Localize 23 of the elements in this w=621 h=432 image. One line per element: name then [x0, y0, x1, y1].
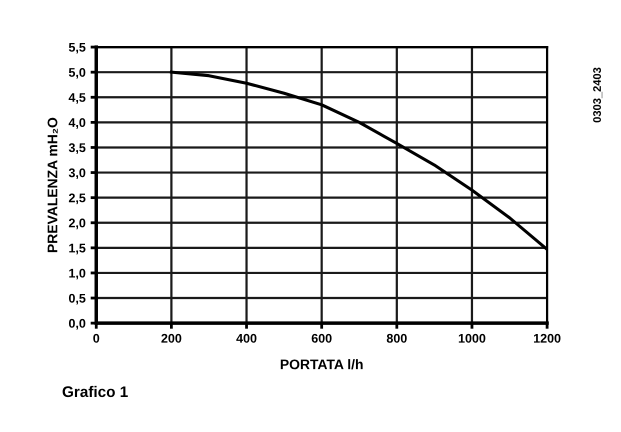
y-axis-title: PREVALENZA mH₂O — [48, 118, 58, 252]
x-tick-label: 600 — [312, 334, 332, 343]
y-tick-label: 0,5 — [68, 294, 86, 305]
y-tick-label: 1,5 — [69, 244, 86, 254]
x-tick-label: 400 — [236, 334, 256, 343]
text: 0303_2403 — [593, 68, 602, 122]
x-axis-title: PORTATA l/h — [280, 359, 363, 370]
x-tick-label: 0 — [93, 334, 100, 343]
text: Grafico 1 — [62, 386, 128, 398]
y-tick-label: 1,0 — [69, 268, 86, 280]
y-tick-label: 2,0 — [68, 218, 86, 230]
x-tick-label: 1000 — [458, 334, 486, 343]
y-tick-label: 2,5 — [68, 193, 86, 204]
y-tick-label: 0,0 — [68, 318, 86, 330]
y-tick-label: 3,0 — [68, 168, 86, 180]
y-tick-label: 4,0 — [68, 118, 86, 129]
y-tick-label: 5,5 — [68, 43, 86, 54]
y-tick-label: 4,5 — [68, 93, 86, 104]
y-tick-label: 3,5 — [68, 143, 86, 154]
x-tick-label: 200 — [161, 334, 182, 343]
x-tick-label: 1200 — [534, 334, 560, 343]
y-tick-label: 5,0 — [68, 68, 86, 79]
x-tick-label: 800 — [386, 334, 407, 343]
